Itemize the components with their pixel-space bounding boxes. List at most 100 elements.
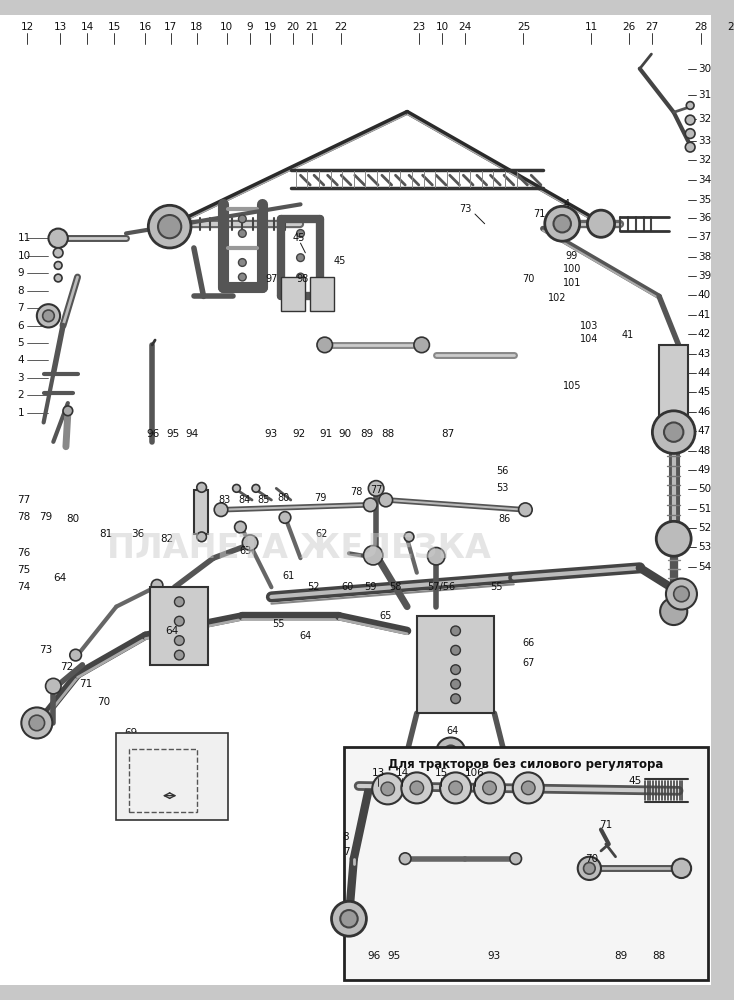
Text: 100: 100 <box>563 264 581 274</box>
Circle shape <box>451 626 460 636</box>
Text: 65: 65 <box>379 611 392 621</box>
Text: 17: 17 <box>164 22 177 32</box>
Text: 3: 3 <box>18 373 24 383</box>
Text: 72: 72 <box>60 662 73 672</box>
Text: 15: 15 <box>108 22 121 32</box>
Text: 20: 20 <box>286 22 299 32</box>
Text: 1: 1 <box>18 408 24 418</box>
Circle shape <box>63 406 73 416</box>
Text: 64: 64 <box>54 573 67 583</box>
Circle shape <box>427 547 445 565</box>
Text: 94: 94 <box>185 429 199 439</box>
Text: 28: 28 <box>694 22 708 32</box>
Text: 25: 25 <box>517 22 530 32</box>
Text: 92: 92 <box>292 429 305 439</box>
Text: 48: 48 <box>698 446 711 456</box>
Text: 10: 10 <box>18 251 31 261</box>
Text: b - ширина
шарнира: b - ширина шарнира <box>148 800 192 820</box>
Text: 104: 104 <box>580 334 598 344</box>
Circle shape <box>70 649 81 661</box>
Text: 21: 21 <box>305 22 319 32</box>
Bar <box>281 277 305 311</box>
Text: 30: 30 <box>698 64 711 74</box>
Text: 70: 70 <box>97 697 110 707</box>
Text: 4: 4 <box>564 199 570 209</box>
Circle shape <box>368 481 384 496</box>
Text: 43: 43 <box>698 349 711 359</box>
Circle shape <box>46 678 61 694</box>
Bar <box>659 345 688 422</box>
Text: 45: 45 <box>333 256 346 266</box>
Text: 39: 39 <box>698 271 711 281</box>
Text: 74: 74 <box>18 582 31 592</box>
Text: 32: 32 <box>698 114 711 124</box>
Text: 62: 62 <box>316 529 328 539</box>
Circle shape <box>584 863 595 874</box>
Text: 27: 27 <box>646 22 659 32</box>
Text: 8: 8 <box>18 286 24 296</box>
Text: 11: 11 <box>585 22 598 32</box>
Circle shape <box>451 645 460 655</box>
Text: 102: 102 <box>548 293 567 303</box>
Text: 41: 41 <box>622 330 634 340</box>
Circle shape <box>686 142 695 152</box>
Text: 44: 44 <box>698 368 711 378</box>
Circle shape <box>522 781 535 795</box>
Text: 89: 89 <box>360 429 373 439</box>
Circle shape <box>483 781 496 795</box>
Circle shape <box>242 535 258 550</box>
Text: 50: 50 <box>698 484 711 494</box>
Text: 106: 106 <box>465 768 485 778</box>
Text: 33: 33 <box>698 136 711 146</box>
Circle shape <box>297 230 305 237</box>
Circle shape <box>510 853 522 864</box>
Circle shape <box>451 694 460 704</box>
Text: 99: 99 <box>566 251 578 261</box>
Circle shape <box>175 616 184 626</box>
Text: 9: 9 <box>18 268 24 278</box>
Text: 42: 42 <box>698 329 711 339</box>
Text: 80: 80 <box>66 514 79 524</box>
Text: 64: 64 <box>299 631 311 641</box>
Text: 83: 83 <box>219 495 231 505</box>
Text: 18: 18 <box>190 22 203 32</box>
Text: 93: 93 <box>487 951 501 961</box>
Text: 61: 61 <box>283 571 295 581</box>
Text: 98: 98 <box>297 274 308 284</box>
Circle shape <box>239 215 246 223</box>
Circle shape <box>653 411 695 453</box>
Text: ПЛАНЕТА ЖЕЛЕЗКА: ПЛАНЕТА ЖЕЛЕЗКА <box>107 532 491 565</box>
Text: 14: 14 <box>396 768 409 778</box>
Text: 87: 87 <box>441 429 454 439</box>
Circle shape <box>21 707 52 738</box>
Circle shape <box>233 484 241 492</box>
Circle shape <box>414 337 429 353</box>
Circle shape <box>578 857 601 880</box>
Circle shape <box>151 579 163 591</box>
Text: 79: 79 <box>313 493 326 503</box>
Bar <box>129 749 197 812</box>
Circle shape <box>197 532 206 542</box>
Text: 73: 73 <box>39 645 52 655</box>
Text: 9: 9 <box>247 22 253 32</box>
Circle shape <box>332 901 366 936</box>
Text: 19: 19 <box>264 22 277 32</box>
Text: 37: 37 <box>698 232 711 242</box>
Circle shape <box>317 337 333 353</box>
Circle shape <box>664 422 683 442</box>
Circle shape <box>297 273 305 281</box>
Text: 88: 88 <box>653 951 666 961</box>
Circle shape <box>54 274 62 282</box>
Circle shape <box>341 910 357 927</box>
Circle shape <box>43 310 54 322</box>
Circle shape <box>672 859 691 878</box>
Circle shape <box>372 773 403 804</box>
Text: 4: 4 <box>18 355 24 365</box>
Circle shape <box>404 532 414 542</box>
Circle shape <box>674 586 689 602</box>
Text: 81: 81 <box>99 529 112 539</box>
Text: 15: 15 <box>435 768 448 778</box>
Text: 41: 41 <box>698 310 711 320</box>
Text: 2: 2 <box>18 390 24 400</box>
Circle shape <box>239 259 246 266</box>
